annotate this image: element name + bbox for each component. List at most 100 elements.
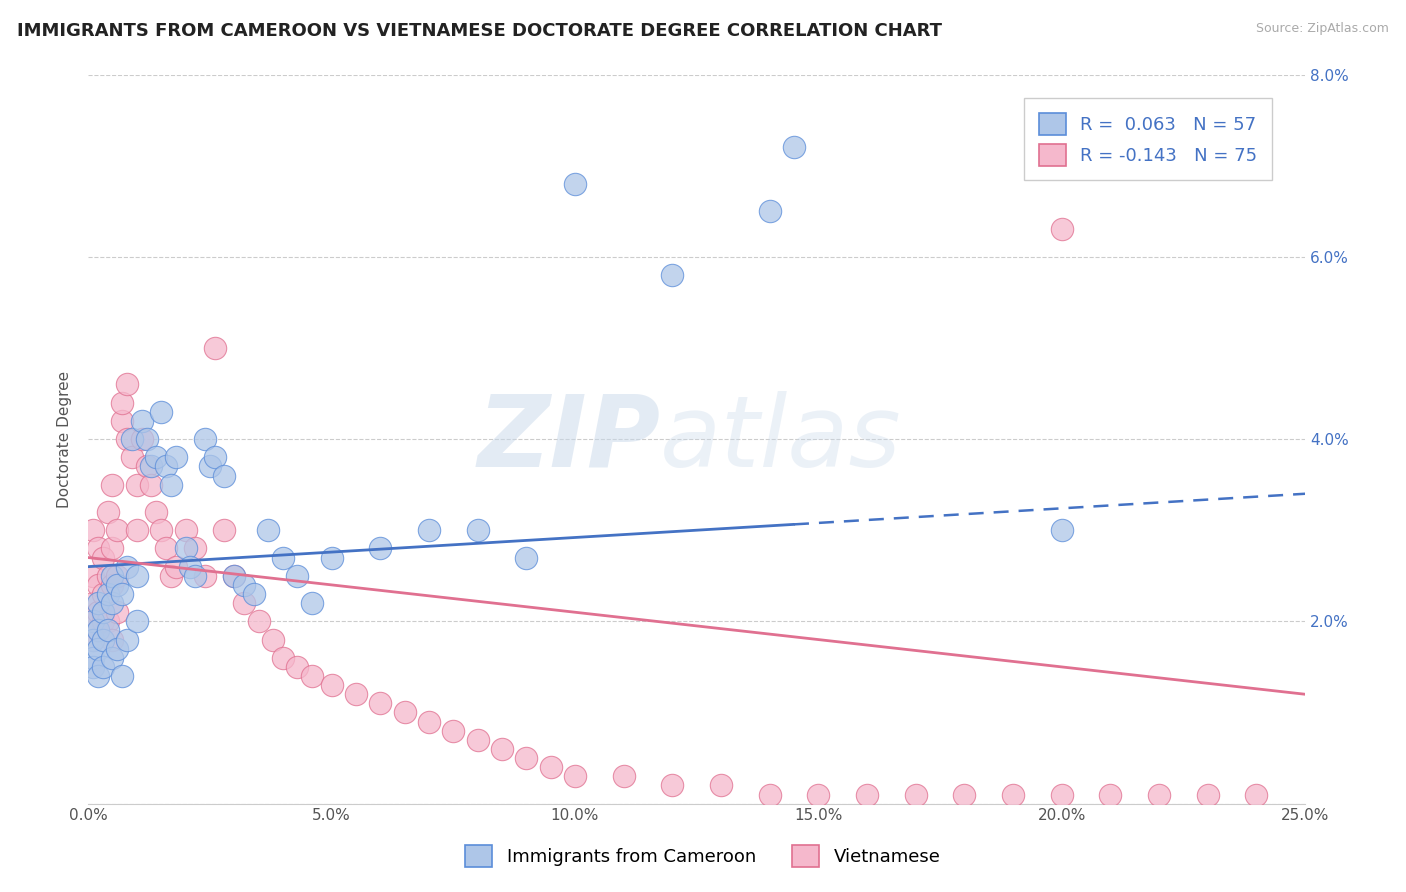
Point bbox=[165, 559, 187, 574]
Point bbox=[301, 596, 323, 610]
Point bbox=[160, 568, 183, 582]
Point bbox=[184, 541, 207, 556]
Point bbox=[194, 568, 217, 582]
Point bbox=[710, 778, 733, 792]
Point bbox=[155, 541, 177, 556]
Point bbox=[141, 477, 163, 491]
Point bbox=[1050, 222, 1073, 236]
Point bbox=[271, 550, 294, 565]
Point bbox=[321, 678, 343, 692]
Point bbox=[82, 615, 104, 629]
Point bbox=[91, 615, 114, 629]
Point bbox=[101, 578, 124, 592]
Point bbox=[287, 660, 309, 674]
Point bbox=[115, 632, 138, 647]
Point bbox=[368, 541, 391, 556]
Point bbox=[87, 669, 110, 683]
Point bbox=[150, 523, 173, 537]
Point bbox=[101, 541, 124, 556]
Point bbox=[758, 788, 780, 802]
Point bbox=[174, 541, 197, 556]
Point bbox=[87, 596, 110, 610]
Point bbox=[145, 505, 167, 519]
Point bbox=[135, 459, 157, 474]
Point bbox=[115, 377, 138, 392]
Point bbox=[111, 669, 134, 683]
Point bbox=[904, 788, 927, 802]
Point bbox=[257, 523, 280, 537]
Point bbox=[1001, 788, 1024, 802]
Point bbox=[661, 778, 683, 792]
Point bbox=[82, 523, 104, 537]
Point bbox=[564, 769, 586, 783]
Point bbox=[467, 732, 489, 747]
Point bbox=[111, 414, 134, 428]
Point bbox=[155, 459, 177, 474]
Point bbox=[141, 459, 163, 474]
Point bbox=[179, 559, 201, 574]
Point bbox=[214, 468, 236, 483]
Point bbox=[97, 568, 120, 582]
Point bbox=[807, 788, 830, 802]
Point bbox=[271, 650, 294, 665]
Point bbox=[661, 268, 683, 282]
Point bbox=[165, 450, 187, 465]
Point bbox=[101, 632, 124, 647]
Point bbox=[515, 751, 537, 765]
Point bbox=[121, 450, 143, 465]
Point bbox=[783, 140, 806, 154]
Point bbox=[344, 687, 367, 701]
Point bbox=[198, 459, 221, 474]
Point bbox=[224, 568, 246, 582]
Point bbox=[101, 596, 124, 610]
Point bbox=[87, 641, 110, 656]
Point bbox=[491, 742, 513, 756]
Point bbox=[564, 177, 586, 191]
Point bbox=[82, 632, 104, 647]
Point bbox=[131, 414, 153, 428]
Point bbox=[82, 615, 104, 629]
Text: atlas: atlas bbox=[659, 391, 901, 488]
Point bbox=[87, 578, 110, 592]
Point bbox=[115, 559, 138, 574]
Point bbox=[91, 605, 114, 619]
Point bbox=[97, 615, 120, 629]
Point bbox=[111, 587, 134, 601]
Point bbox=[105, 578, 128, 592]
Point bbox=[111, 395, 134, 409]
Point bbox=[174, 523, 197, 537]
Point bbox=[758, 204, 780, 219]
Point bbox=[214, 523, 236, 537]
Point bbox=[1246, 788, 1268, 802]
Point bbox=[87, 624, 110, 638]
Point bbox=[540, 760, 562, 774]
Point bbox=[194, 432, 217, 446]
Point bbox=[125, 523, 148, 537]
Point bbox=[91, 632, 114, 647]
Point bbox=[87, 605, 110, 619]
Point bbox=[105, 568, 128, 582]
Point bbox=[82, 650, 104, 665]
Point bbox=[1099, 788, 1122, 802]
Point bbox=[91, 550, 114, 565]
Point bbox=[1050, 523, 1073, 537]
Point bbox=[204, 341, 226, 355]
Point bbox=[105, 523, 128, 537]
Point bbox=[160, 477, 183, 491]
Point bbox=[135, 432, 157, 446]
Point bbox=[287, 568, 309, 582]
Text: ZIP: ZIP bbox=[477, 391, 659, 488]
Point bbox=[613, 769, 636, 783]
Point bbox=[262, 632, 284, 647]
Point bbox=[232, 578, 254, 592]
Point bbox=[953, 788, 976, 802]
Point bbox=[184, 568, 207, 582]
Point bbox=[115, 432, 138, 446]
Point bbox=[101, 650, 124, 665]
Point bbox=[150, 405, 173, 419]
Text: IMMIGRANTS FROM CAMEROON VS VIETNAMESE DOCTORATE DEGREE CORRELATION CHART: IMMIGRANTS FROM CAMEROON VS VIETNAMESE D… bbox=[17, 22, 942, 40]
Point bbox=[82, 568, 104, 582]
Point bbox=[121, 432, 143, 446]
Point bbox=[105, 641, 128, 656]
Point bbox=[1050, 788, 1073, 802]
